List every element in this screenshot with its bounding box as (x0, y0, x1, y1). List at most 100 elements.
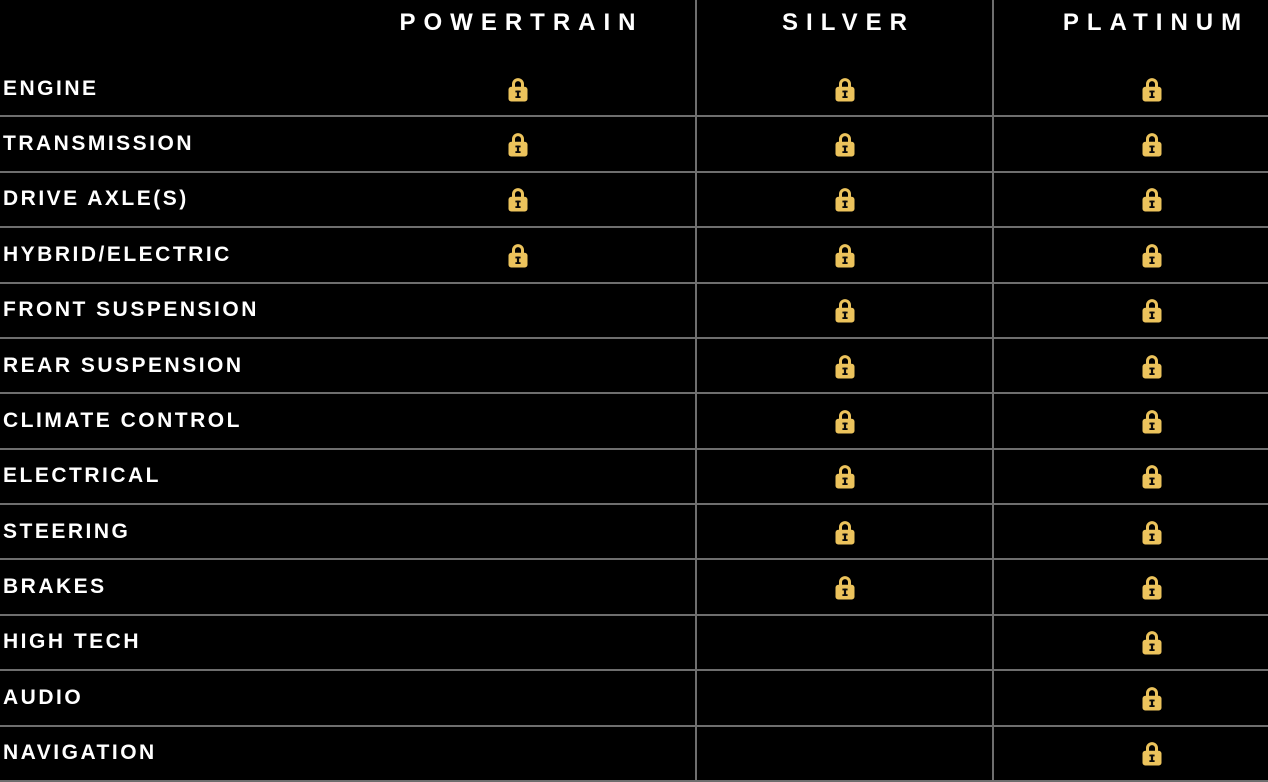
table-row: CLIMATE CONTROL (0, 394, 1268, 450)
row-label: TRANSMISSION (3, 132, 195, 156)
coverage-cell-powertrain (340, 284, 695, 337)
row-label: FRONT SUSPENSION (3, 298, 259, 322)
lock-icon (1142, 410, 1162, 434)
coverage-cell-platinum (992, 172, 1268, 227)
component-label-cell: FRONT SUSPENSION (0, 284, 340, 337)
lock-icon (1142, 576, 1162, 600)
lock-icon (835, 354, 854, 379)
lock-icon (1142, 354, 1162, 379)
coverage-cell-powertrain (340, 560, 695, 613)
coverage-cell-silver (695, 671, 992, 725)
table-header: POWERTRAIN SILVER PLATINUM (0, 0, 1268, 62)
lock-icon (835, 188, 854, 212)
coverage-cell-platinum (992, 726, 1268, 780)
lock-icon (835, 243, 854, 268)
component-label-cell: BRAKES (0, 560, 340, 613)
coverage-cell-silver (695, 505, 992, 559)
table-row: STEERING (0, 505, 1268, 561)
lock-icon (1142, 299, 1162, 323)
table-row: ENGINE (0, 62, 1268, 118)
coverage-cell-platinum (992, 615, 1268, 670)
table-row: FRONT SUSPENSION (0, 283, 1268, 339)
coverage-cell-powertrain (340, 228, 695, 281)
component-label-cell: REAR SUSPENSION (0, 339, 340, 392)
component-label-cell: HIGH TECH (0, 616, 340, 669)
row-label: HYBRID/ELECTRIC (3, 242, 232, 266)
lock-icon (835, 77, 854, 102)
coverage-cell-platinum (992, 449, 1268, 503)
component-label-cell: AUDIO (0, 671, 340, 724)
lock-icon (1142, 631, 1162, 655)
lock-icon (835, 465, 854, 489)
column-header-powertrain-label: POWERTRAIN (399, 9, 644, 36)
coverage-cell-silver (695, 615, 992, 670)
row-label: ELECTRICAL (3, 464, 161, 488)
coverage-cell-powertrain (340, 339, 695, 392)
coverage-cell-silver (695, 726, 992, 780)
component-label-cell: ENGINE (0, 62, 340, 115)
header-spacer (0, 0, 340, 62)
column-header-platinum-label: PLATINUM (1062, 9, 1250, 36)
coverage-cell-platinum (992, 338, 1268, 393)
lock-icon (1142, 188, 1162, 212)
lock-icon (1142, 742, 1162, 766)
coverage-cell-powertrain (340, 671, 695, 724)
component-label-cell: STEERING (0, 505, 340, 558)
lock-icon (835, 299, 854, 323)
coverage-cell-silver (695, 394, 992, 448)
coverage-cell-silver (695, 117, 992, 171)
lock-icon (508, 243, 527, 268)
table-row: AUDIO (0, 671, 1268, 727)
row-label: NAVIGATION (3, 741, 157, 765)
lock-icon (1142, 243, 1162, 268)
component-label-cell: TRANSMISSION (0, 117, 340, 170)
coverage-cell-silver (695, 62, 992, 116)
table-row: HIGH TECH (0, 615, 1268, 672)
row-label: ENGINE (3, 76, 99, 100)
coverage-cell-powertrain (340, 394, 695, 447)
component-label-cell: DRIVE AXLE(S) (0, 173, 340, 226)
coverage-cell-platinum (992, 394, 1268, 448)
lock-icon (1142, 520, 1162, 545)
row-label: AUDIO (3, 685, 84, 709)
coverage-cell-silver (695, 283, 992, 337)
coverage-cell-silver (695, 338, 992, 393)
lock-icon (1142, 465, 1162, 489)
lock-icon (835, 133, 854, 157)
column-header-silver-label: SILVER (782, 9, 915, 36)
coverage-cell-platinum (992, 505, 1268, 559)
column-header-platinum: PLATINUM (992, 0, 1268, 62)
row-label: STEERING (3, 519, 131, 543)
table-body: ENGINE (0, 62, 1268, 782)
component-label-cell: HYBRID/ELECTRIC (0, 228, 340, 281)
lock-icon (1142, 77, 1162, 102)
lock-icon (1142, 133, 1162, 157)
coverage-cell-platinum (992, 228, 1268, 282)
coverage-cell-platinum (992, 560, 1268, 614)
coverage-cell-powertrain (340, 616, 695, 669)
column-header-silver: SILVER (695, 0, 992, 62)
component-label-cell: NAVIGATION (0, 727, 340, 780)
lock-icon (508, 133, 527, 157)
lock-icon (1142, 686, 1162, 711)
lock-icon (835, 410, 854, 434)
row-label: BRAKES (3, 575, 107, 599)
table-row: DRIVE AXLE(S) (0, 172, 1268, 229)
row-label: CLIMATE CONTROL (3, 408, 242, 432)
coverage-cell-silver (695, 228, 992, 282)
coverage-cell-silver (695, 560, 992, 614)
coverage-cell-platinum (992, 117, 1268, 171)
coverage-cell-powertrain (340, 117, 695, 170)
component-label-cell: CLIMATE CONTROL (0, 394, 340, 447)
coverage-cell-silver (695, 172, 992, 227)
coverage-cell-silver (695, 449, 992, 503)
table-row: BRAKES (0, 560, 1268, 616)
table-row: TRANSMISSION (0, 117, 1268, 173)
coverage-cell-powertrain (340, 727, 695, 780)
coverage-cell-platinum (992, 283, 1268, 337)
table-row: NAVIGATION (0, 726, 1268, 782)
coverage-cell-platinum (992, 671, 1268, 725)
component-label-cell: ELECTRICAL (0, 450, 340, 503)
